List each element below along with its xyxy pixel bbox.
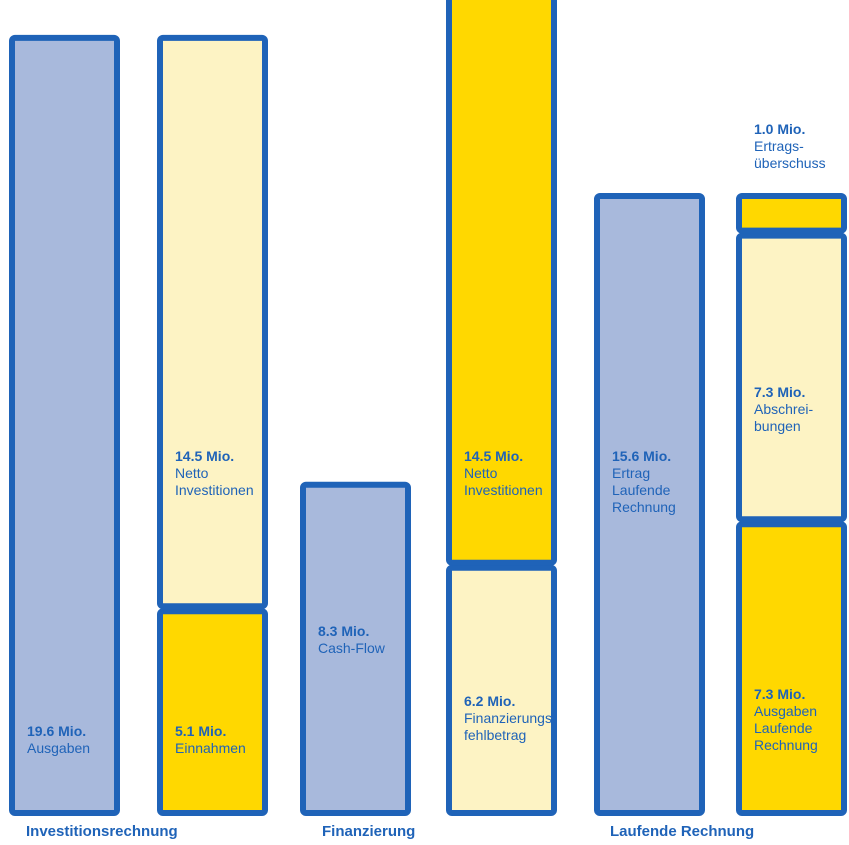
data-label: 6.2 Mio. Finanzierungs- fehlbetrag xyxy=(464,693,557,744)
data-label-value: 5.1 Mio. xyxy=(175,723,227,739)
data-label-value: 7.3 Mio. xyxy=(754,384,806,400)
data-label-description: Ausgaben Laufende Rechnung xyxy=(754,703,818,753)
bar-segment xyxy=(736,193,847,234)
data-label-value: 14.5 Mio. xyxy=(175,448,235,464)
bar-segment xyxy=(157,34,268,610)
data-label-description: Finanzierungs- fehlbetrag xyxy=(464,710,557,743)
data-label: 5.1 Mio. Einnahmen xyxy=(175,723,265,757)
data-label-value: 8.3 Mio. xyxy=(318,623,370,639)
data-label-value: 7.3 Mio. xyxy=(754,686,806,702)
data-label-value: 1.0 Mio. xyxy=(754,121,806,138)
bar-segment xyxy=(9,34,120,816)
data-label: 19.6 Mio. Ausgaben xyxy=(27,723,117,757)
bar-segment xyxy=(446,0,557,566)
category-label: Finanzierung xyxy=(322,823,416,840)
data-label-value: 19.6 Mio. xyxy=(27,723,87,739)
data-label-value: 14.5 Mio. xyxy=(464,448,524,464)
data-label: 1.0 Mio. Ertrags- überschuss xyxy=(754,121,826,172)
data-label-description: Einnahmen xyxy=(175,740,246,756)
data-label-description: Abschrei- bungen xyxy=(754,401,814,434)
bar-segment xyxy=(157,608,268,816)
bar-segment xyxy=(446,564,557,816)
bar-segment xyxy=(300,481,411,816)
category-label: Laufende Rechnung xyxy=(610,823,755,840)
data-label-description: Cash-Flow xyxy=(318,640,385,656)
data-label: 14.5 Mio. Netto Investitionen xyxy=(464,448,554,499)
category-label: Investitionsrechnung xyxy=(26,823,178,840)
data-label-description: Ertrags- überschuss xyxy=(754,138,826,172)
data-label-value: 6.2 Mio. xyxy=(464,693,516,709)
data-label: 7.3 Mio. Ausgaben Laufende Rechnung xyxy=(754,686,844,754)
data-label-description: Netto Investitionen xyxy=(175,465,254,498)
data-label-value: 15.6 Mio. xyxy=(612,448,672,464)
bar-segment xyxy=(736,521,847,816)
bar-segment xyxy=(736,232,847,523)
data-label: 8.3 Mio. Cash-Flow xyxy=(318,623,408,657)
data-label-description: Ertrag Laufende Rechnung xyxy=(612,465,676,515)
data-label: 14.5 Mio. Netto Investitionen xyxy=(175,448,265,499)
data-label: 15.6 Mio. Ertrag Laufende Rechnung xyxy=(612,448,702,516)
data-label: 7.3 Mio. Abschrei- bungen xyxy=(754,384,844,435)
data-label-description: Netto Investitionen xyxy=(464,465,543,498)
data-label-description: Ausgaben xyxy=(27,740,91,756)
bar-segment xyxy=(594,193,705,816)
